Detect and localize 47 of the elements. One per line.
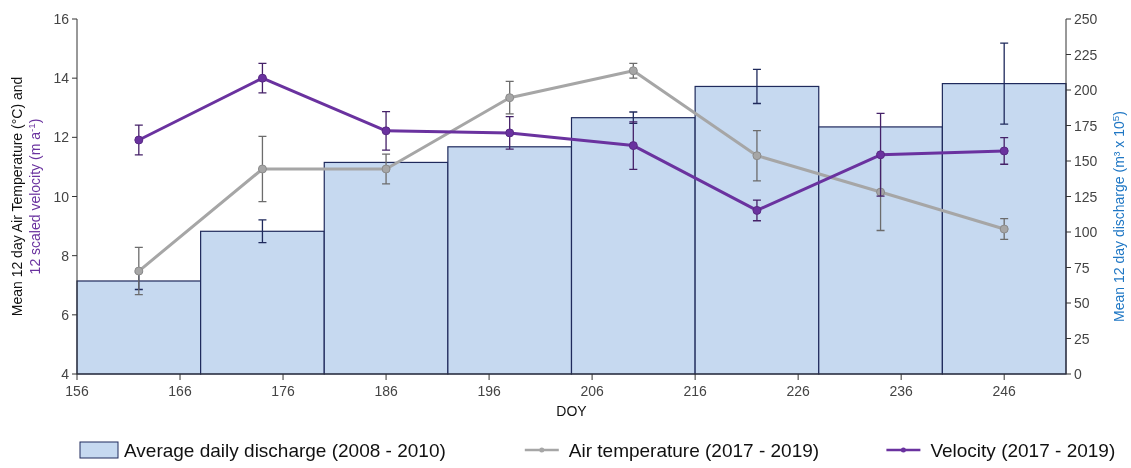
point (134, 266, 144, 276)
x-tick-label: 206 (580, 383, 604, 399)
point (257, 73, 267, 83)
point (999, 224, 1009, 234)
x-tick-label: 166 (168, 383, 192, 399)
y2-tick-label: 75 (1074, 259, 1090, 276)
point (134, 135, 144, 145)
x-tick-label: 156 (65, 383, 89, 399)
y2-tick-label: 125 (1074, 188, 1098, 205)
legend-label: Velocity (2017 - 2019) (930, 440, 1116, 461)
y-tick-label: 16 (53, 11, 70, 27)
point (505, 93, 515, 103)
x-tick-label: 216 (683, 383, 708, 399)
y2-tick-label: 250 (1074, 11, 1098, 27)
y2-tick-label: 200 (1074, 82, 1098, 98)
y2-tick-label: 0 (1074, 366, 1082, 382)
y2-tick-label: 100 (1074, 224, 1098, 240)
x-tick-label: 236 (889, 383, 914, 399)
legend-label: Air temperature (2017 - 2019) (568, 440, 820, 461)
point (505, 128, 515, 138)
y2-tick-label: 225 (1074, 46, 1098, 63)
y2-tick-label: 50 (1074, 295, 1090, 311)
x-axis-title: DOY (556, 403, 588, 419)
legend-label: Average daily discharge (2008 - 2010) (124, 440, 446, 461)
x-tick-label: 226 (786, 383, 811, 399)
y2-tick-label: 175 (1074, 117, 1098, 134)
point (381, 126, 391, 136)
x-tick-label: 176 (271, 383, 295, 399)
y2-tick-label: 150 (1074, 153, 1098, 169)
y-tick-label: 10 (53, 188, 70, 205)
point (381, 164, 391, 174)
y-tick-label: 4 (61, 366, 70, 382)
y2-tick-label: 25 (1074, 330, 1090, 347)
point (257, 164, 267, 174)
y-tick-label: 6 (61, 306, 70, 323)
y-tick-label: 12 (53, 129, 70, 146)
x-tick-label: 246 (992, 383, 1017, 399)
point (628, 141, 638, 151)
x-tick-label: 186 (374, 383, 398, 399)
point (628, 66, 638, 76)
y-tick-label: 8 (61, 247, 70, 264)
point (876, 150, 886, 160)
x-tick-label: 196 (477, 383, 501, 399)
point (999, 146, 1009, 156)
y-tick-label: 14 (53, 70, 70, 87)
point (752, 151, 762, 161)
point (752, 205, 762, 215)
